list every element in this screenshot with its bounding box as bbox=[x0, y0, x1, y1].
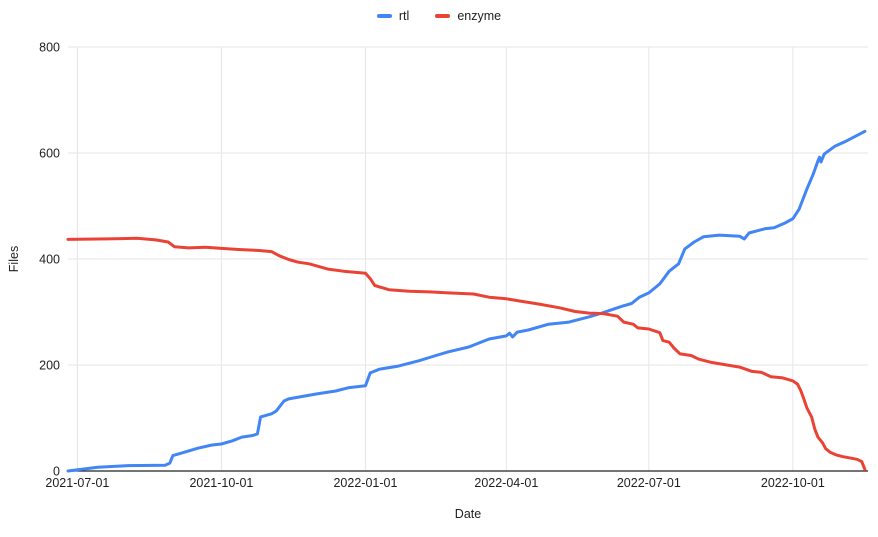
series-line-enzyme bbox=[66, 236, 867, 471]
y-tick-label: 600 bbox=[39, 147, 60, 161]
legend-label-enzyme: enzyme bbox=[457, 9, 502, 23]
legend-swatch-rtl-icon bbox=[376, 14, 392, 19]
x-tick-label: 2022-01-01 bbox=[333, 476, 397, 490]
y-tick-label: 800 bbox=[39, 41, 60, 55]
x-axis-title: Date bbox=[454, 507, 482, 521]
chart-legend: rtl enzyme bbox=[0, 10, 878, 23]
legend-label-rtl: rtl bbox=[398, 9, 410, 23]
x-tick-label: 2021-10-01 bbox=[189, 476, 253, 490]
y-tick-label: 200 bbox=[39, 359, 60, 373]
x-tick-label: 2022-10-01 bbox=[761, 476, 825, 490]
series-line-rtl bbox=[66, 129, 867, 473]
y-tick-label: 0 bbox=[53, 465, 60, 479]
x-tick-label: 2022-04-01 bbox=[474, 476, 538, 490]
y-tick-label: 400 bbox=[39, 253, 60, 267]
x-tick-label: 2021-07-01 bbox=[45, 476, 109, 490]
legend-item-enzyme[interactable]: enzyme bbox=[435, 10, 501, 23]
x-tick-label: 2022-07-01 bbox=[617, 476, 681, 490]
legend-item-rtl[interactable]: rtl bbox=[376, 9, 410, 23]
legend-swatch-enzyme-icon bbox=[435, 14, 451, 19]
y-axis-title: Files bbox=[7, 245, 21, 273]
